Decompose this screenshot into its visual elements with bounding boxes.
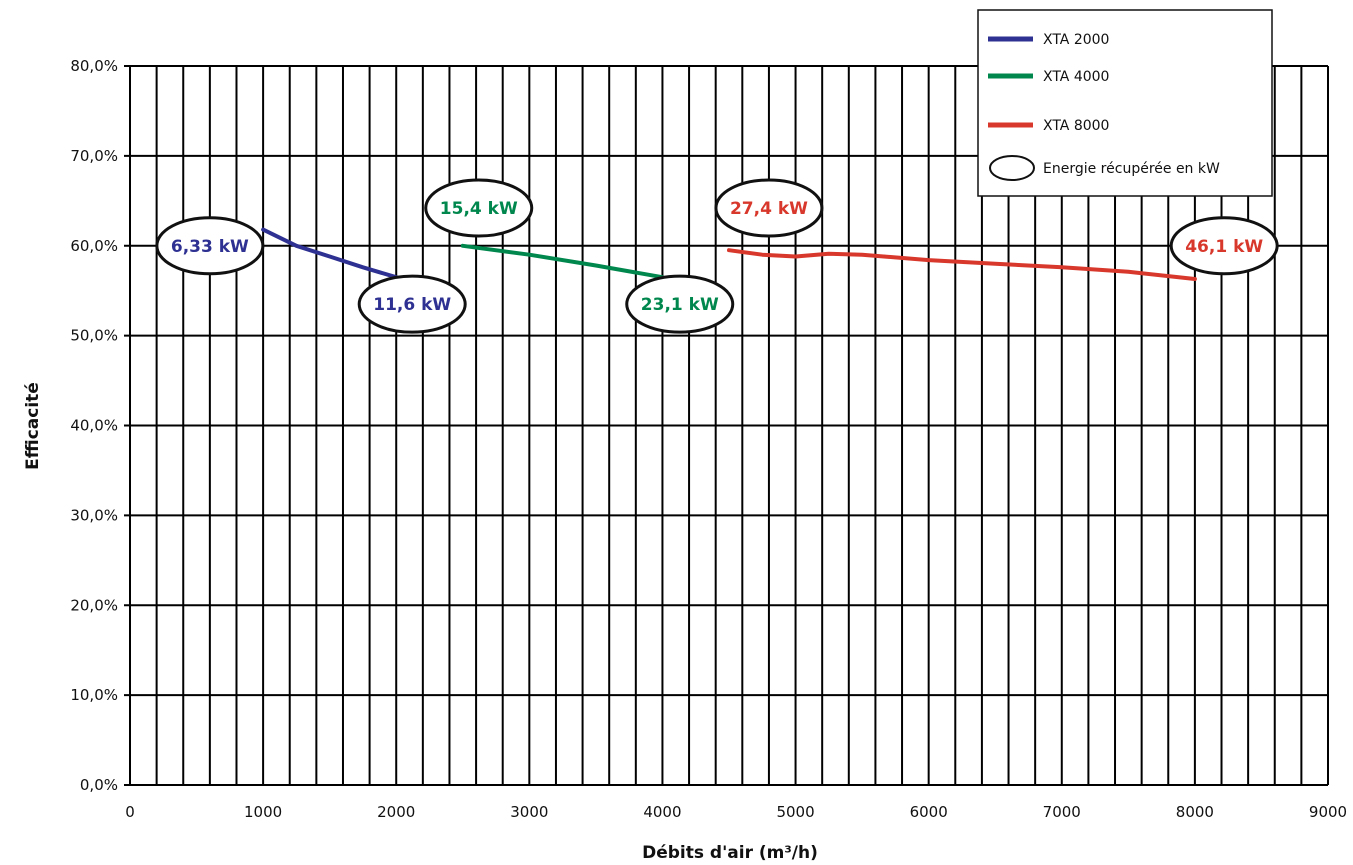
energy-bubble-label: 23,1 kW [641,295,719,315]
energy-bubble-label: 15,4 kW [440,199,518,219]
series-line-xta-8000 [727,248,1197,281]
y-tick-label: 60,0% [70,237,118,255]
y-tick-label: 40,0% [70,417,118,435]
legend-bubble-icon [989,155,1035,181]
x-tick-label: 1000 [244,803,282,821]
x-tick-label: 7000 [1043,803,1081,821]
tick-labels: 0 1000 2000 3000 4000 5000 6000 7000 8000 9000 0,0… [70,57,1347,821]
series-line-xta-2000 [261,227,399,280]
energy-bubble-outline [625,274,735,334]
legend-label-xta-4000: XTA 4000 [1043,69,1109,85]
y-tick-label: 20,0% [70,596,118,614]
x-tick-label: 2000 [377,803,415,821]
legend-label-xta-2000: XTA 2000 [1043,32,1109,48]
energy-bubble-outline [357,274,467,334]
x-tick-label: 8000 [1176,803,1214,821]
energy-bubble: 27,4 kW [714,178,824,238]
series-line-xta-4000 [460,243,665,280]
energy-bubble: 46,1 kW [1169,216,1279,276]
legend-label-xta-8000: XTA 8000 [1043,118,1109,134]
x-tick-label: 4000 [643,803,681,821]
x-tick-label: 6000 [910,803,948,821]
energy-bubble: 23,1 kW [625,274,735,334]
x-tick-label: 0 [125,803,135,821]
legend: XTA 2000 XTA 4000 XTA 8000 Energie récup… [977,9,1273,197]
y-tick-label: 10,0% [70,686,118,704]
y-tick-label: 80,0% [70,57,118,75]
energy-bubble-outline [424,178,534,238]
y-tick-label: 70,0% [70,147,118,165]
legend-label-energy: Energie récupérée en kW [1043,161,1220,177]
y-tick-label: 50,0% [70,327,118,345]
y-tick-label: 30,0% [70,506,118,524]
y-axis-title: Efficacité [23,382,43,470]
x-tick-label: 5000 [776,803,814,821]
energy-bubble: 6,33 kW [155,216,265,276]
energy-bubble-label: 6,33 kW [171,237,249,257]
y-tick-label: 0,0% [80,776,118,794]
energy-bubble: 11,6 kW [357,274,467,334]
series-lines [261,227,1197,281]
energy-bubble-outline [1169,216,1279,276]
energy-bubble-outline [155,216,265,276]
energy-bubble-outline [714,178,824,238]
grid [124,65,1329,786]
x-axis-title: Débits d'air (m³/h) [642,843,818,863]
energy-bubble-label: 27,4 kW [730,199,808,219]
energy-bubble-label: 11,6 kW [373,295,451,315]
x-tick-label: 9000 [1309,803,1347,821]
energy-bubble-label: 46,1 kW [1185,237,1263,257]
energy-bubbles: 6,33 kW 11,6 kW 15,4 kW 23,1 kW 27,4 kW 46,1 … [155,178,1279,334]
x-tick-label: 3000 [510,803,548,821]
energy-bubble: 15,4 kW [424,178,534,238]
